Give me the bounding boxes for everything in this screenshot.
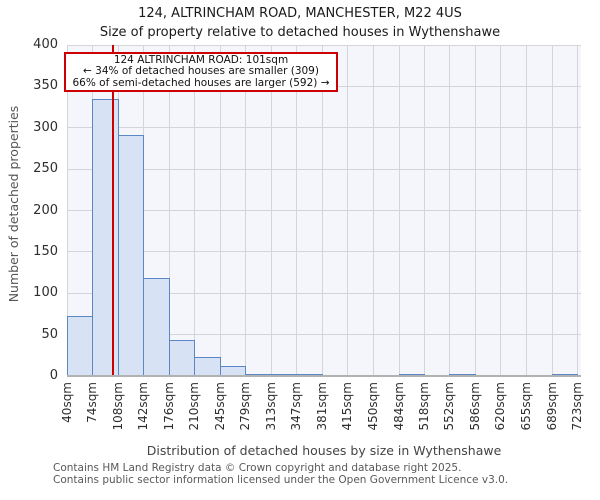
title-block: 124, ALTRINCHAM ROAD, MANCHESTER, M22 4U… <box>0 4 600 42</box>
v-gridline <box>500 45 502 376</box>
x-tick-label: 586sqm <box>467 382 482 431</box>
h-gridline <box>67 210 581 211</box>
x-tick-label: 723sqm <box>570 382 584 431</box>
x-tick-label: 552sqm <box>442 382 457 431</box>
x-tick-label: 176sqm <box>161 382 176 431</box>
y-tick-label: 350 <box>33 78 58 94</box>
x-tick-label: 210sqm <box>186 382 201 431</box>
chart-title: 124, ALTRINCHAM ROAD, MANCHESTER, M22 4U… <box>138 6 462 21</box>
x-tick-label: 313sqm <box>263 382 278 431</box>
h-gridline <box>67 292 581 294</box>
v-gridline <box>551 45 553 376</box>
v-gridline <box>526 45 528 376</box>
v-gridline <box>577 45 578 376</box>
v-gridline <box>373 45 375 376</box>
y-tick-label: 200 <box>33 202 58 218</box>
v-gridline <box>67 45 68 376</box>
annotation-line3: 66% of semi-detached houses are larger (… <box>72 76 330 89</box>
v-gridline <box>193 45 195 376</box>
plot-area <box>67 44 581 377</box>
histogram-bar <box>143 278 170 376</box>
footer-line1: Contains HM Land Registry data © Crown c… <box>53 462 462 474</box>
x-tick-label: 518sqm <box>416 382 431 431</box>
v-gridline <box>321 45 323 376</box>
x-tick-label: 381sqm <box>314 382 329 431</box>
v-gridline <box>296 45 298 376</box>
v-gridline <box>347 45 348 376</box>
x-tick-label: 245sqm <box>213 382 228 431</box>
v-gridline <box>245 45 247 376</box>
histogram-bar <box>168 339 195 376</box>
x-axis-label: Distribution of detached houses by size … <box>146 443 502 458</box>
annotation-box: 124 ALTRINCHAM ROAD: 101sqm ← 34% of det… <box>64 52 338 92</box>
y-tick-label: 100 <box>33 285 58 301</box>
v-gridline <box>423 45 425 376</box>
chart-subtitle: Size of property relative to detached ho… <box>99 25 501 40</box>
footer-line2: Contains public sector information licen… <box>53 473 509 486</box>
x-tick-label: 279sqm <box>238 382 253 431</box>
property-size-marker-line <box>111 45 114 376</box>
histogram-bar <box>193 356 222 376</box>
annotation-line1: 124 ALTRINCHAM ROAD: 101sqm <box>113 53 289 66</box>
h-gridline <box>67 251 581 253</box>
x-axis-line <box>67 375 581 377</box>
x-tick-label: 108sqm <box>110 382 125 431</box>
x-tick-label: 689sqm <box>544 382 559 431</box>
y-axis-label: Number of detached properties <box>6 105 21 303</box>
y-tick-label: 150 <box>33 243 58 259</box>
h-gridline <box>67 44 581 46</box>
h-gridline <box>67 168 581 170</box>
v-gridline <box>474 45 476 376</box>
h-gridline <box>67 334 581 336</box>
y-tick-label: 50 <box>41 326 58 342</box>
x-tick-label: 484sqm <box>391 382 406 431</box>
y-tick-label: 400 <box>33 37 58 52</box>
y-tick-label: 250 <box>33 161 58 177</box>
histogram-bar <box>92 98 119 376</box>
v-gridline <box>398 45 400 376</box>
v-gridline <box>449 45 451 376</box>
v-gridline <box>168 45 170 376</box>
histogram-bar <box>67 315 94 376</box>
annotation-line2: ← 34% of detached houses are smaller (30… <box>83 65 319 78</box>
x-tick-label: 74sqm <box>85 382 100 423</box>
x-tick-label: 620sqm <box>493 382 508 431</box>
y-tick-label: 300 <box>33 119 58 135</box>
histogram-bar <box>117 135 145 376</box>
x-tick-label: 40sqm <box>60 382 74 423</box>
x-tick-label: 655sqm <box>519 382 534 431</box>
x-tick-label: 142sqm <box>136 382 151 431</box>
footer-attribution: Contains HM Land Registry data © Crown c… <box>53 462 509 486</box>
h-gridline <box>67 127 581 129</box>
x-tick-label: 450sqm <box>366 382 381 431</box>
v-gridline <box>270 45 272 376</box>
x-tick-label: 415sqm <box>340 382 354 431</box>
x-tick-label: 347sqm <box>289 382 304 431</box>
v-gridline <box>220 45 222 376</box>
y-tick-label: 0 <box>49 368 58 383</box>
